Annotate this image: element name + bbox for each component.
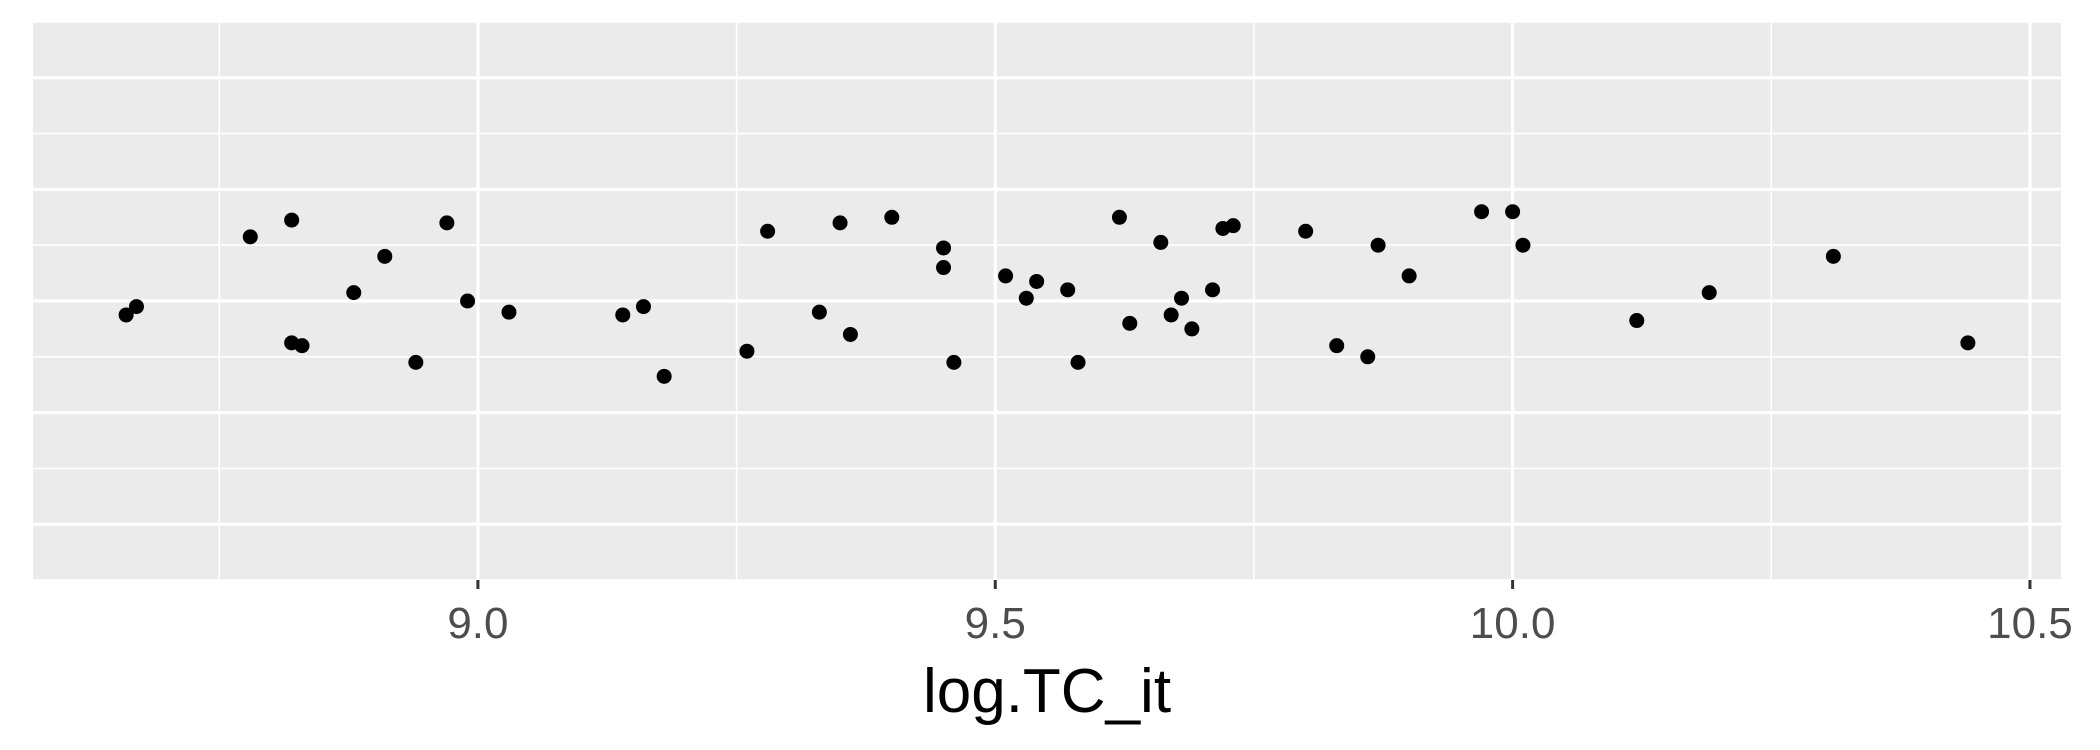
data-point (1060, 282, 1076, 298)
data-point (1825, 248, 1841, 264)
x-axis-ticks (476, 580, 2032, 589)
data-point (1205, 282, 1221, 298)
data-point (1370, 237, 1386, 253)
x-tick-label: 9.5 (965, 599, 1026, 648)
data-point (1111, 209, 1127, 225)
x-tick-label: 10.0 (1470, 599, 1556, 648)
data-point (998, 268, 1014, 284)
data-point (1360, 349, 1376, 365)
data-point (832, 215, 848, 231)
major-gridlines (33, 22, 2061, 580)
data-point (1174, 290, 1190, 306)
data-point (1515, 237, 1531, 253)
x-tick-label: 9.0 (447, 599, 508, 648)
data-point (635, 299, 651, 315)
data-point (1029, 273, 1045, 289)
x-axis-tick-labels: 9.0 9.5 10.0 10.5 (447, 599, 2072, 648)
data-point (460, 293, 476, 309)
data-point (1505, 204, 1521, 220)
data-point (884, 209, 900, 225)
data-point (1329, 338, 1345, 354)
data-point (1184, 321, 1200, 337)
data-point (760, 223, 776, 239)
data-point (284, 212, 300, 228)
data-point (842, 326, 858, 342)
x-tick-label: 10.5 (1987, 599, 2073, 648)
data-point (128, 299, 144, 315)
data-point (408, 354, 424, 370)
data-point (294, 338, 310, 354)
data-point (1960, 335, 1976, 351)
data-point (1070, 354, 1086, 370)
data-point (739, 343, 755, 359)
data-point (439, 215, 455, 231)
data-point (1225, 218, 1241, 234)
data-points (118, 204, 1976, 384)
data-point (346, 285, 362, 301)
data-point (242, 229, 258, 245)
data-point (946, 354, 962, 370)
x-axis-title: log.TC_it (923, 657, 1171, 726)
data-point (1701, 285, 1717, 301)
data-point (1401, 268, 1417, 284)
data-point (118, 307, 134, 323)
data-point (615, 307, 631, 323)
data-point (501, 304, 517, 320)
data-point (1163, 307, 1179, 323)
data-point (936, 240, 952, 256)
data-point (1122, 315, 1138, 331)
data-point (377, 248, 393, 264)
data-point (811, 304, 827, 320)
data-point (1298, 223, 1314, 239)
data-point (936, 260, 952, 276)
data-point (1629, 313, 1645, 329)
data-point (1018, 290, 1034, 306)
data-point (1153, 234, 1169, 250)
data-point (656, 368, 672, 384)
data-point (1474, 204, 1490, 220)
